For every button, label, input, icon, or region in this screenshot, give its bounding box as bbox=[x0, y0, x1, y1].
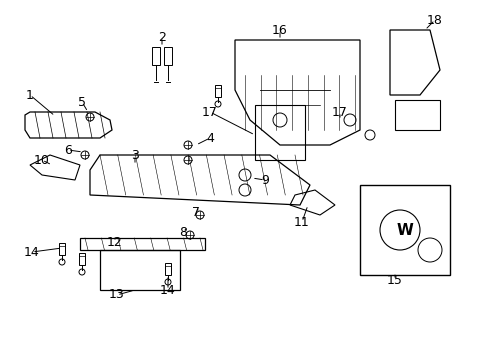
Text: 2: 2 bbox=[158, 31, 165, 44]
Text: 15: 15 bbox=[386, 274, 402, 287]
Text: 14: 14 bbox=[24, 246, 40, 258]
Bar bbox=[79, 253, 85, 265]
Bar bbox=[152, 47, 160, 65]
Text: W: W bbox=[396, 222, 412, 238]
Text: 10: 10 bbox=[34, 153, 50, 166]
Bar bbox=[100, 250, 180, 290]
Text: 17: 17 bbox=[331, 105, 347, 118]
Bar bbox=[359, 185, 449, 275]
Bar bbox=[59, 243, 65, 255]
Text: 9: 9 bbox=[261, 174, 268, 186]
Text: 3: 3 bbox=[131, 149, 139, 162]
Text: 8: 8 bbox=[179, 225, 186, 239]
Bar bbox=[164, 263, 171, 275]
Text: 18: 18 bbox=[426, 14, 442, 27]
Text: 7: 7 bbox=[192, 206, 200, 219]
Text: 12: 12 bbox=[107, 235, 122, 248]
Bar bbox=[254, 105, 305, 160]
Text: 14: 14 bbox=[160, 284, 176, 297]
Text: 13: 13 bbox=[109, 288, 124, 302]
Bar bbox=[215, 85, 221, 97]
Text: 11: 11 bbox=[293, 216, 309, 229]
Text: 4: 4 bbox=[205, 131, 214, 144]
Bar bbox=[80, 238, 204, 250]
Text: 1: 1 bbox=[26, 89, 34, 102]
Text: 16: 16 bbox=[271, 23, 287, 36]
Text: 17: 17 bbox=[202, 105, 218, 118]
Text: 5: 5 bbox=[78, 95, 86, 108]
Text: 6: 6 bbox=[64, 144, 72, 157]
Bar bbox=[163, 47, 172, 65]
